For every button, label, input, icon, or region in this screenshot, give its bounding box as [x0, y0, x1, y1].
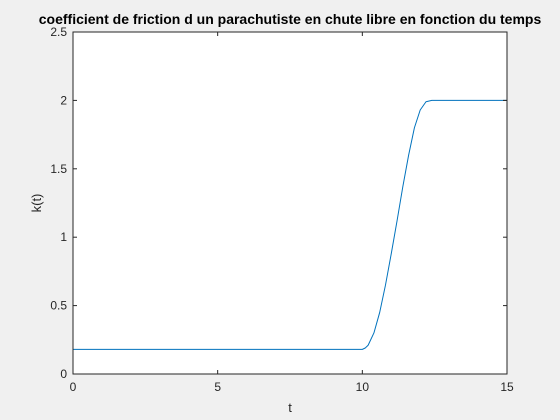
plot-frame [72, 31, 508, 375]
plot-area [73, 32, 507, 374]
x-tick-label: 10 [356, 380, 370, 394]
chart-title: coefficient de friction d un parachutist… [39, 11, 542, 27]
y-tick-label: 0 [60, 367, 67, 381]
y-tick-label: 1 [60, 230, 67, 244]
y-axis-label: k(t) [29, 194, 44, 213]
x-tick-label: 0 [70, 380, 77, 394]
y-tick-label: 0.5 [50, 299, 67, 313]
y-tick-label: 1.5 [50, 162, 67, 176]
x-tick-label: 15 [500, 380, 514, 394]
x-tick-label: 5 [214, 380, 221, 394]
ticks-layer: 0 5 10 15 0 0.5 1 1.5 2 2.5 [50, 25, 514, 394]
y-tick-label: 2.5 [50, 25, 67, 39]
x-axis-label: t [288, 400, 292, 415]
series-line-0 [73, 99, 507, 350]
series-layer [73, 99, 507, 350]
y-tick-label: 2 [60, 93, 67, 107]
